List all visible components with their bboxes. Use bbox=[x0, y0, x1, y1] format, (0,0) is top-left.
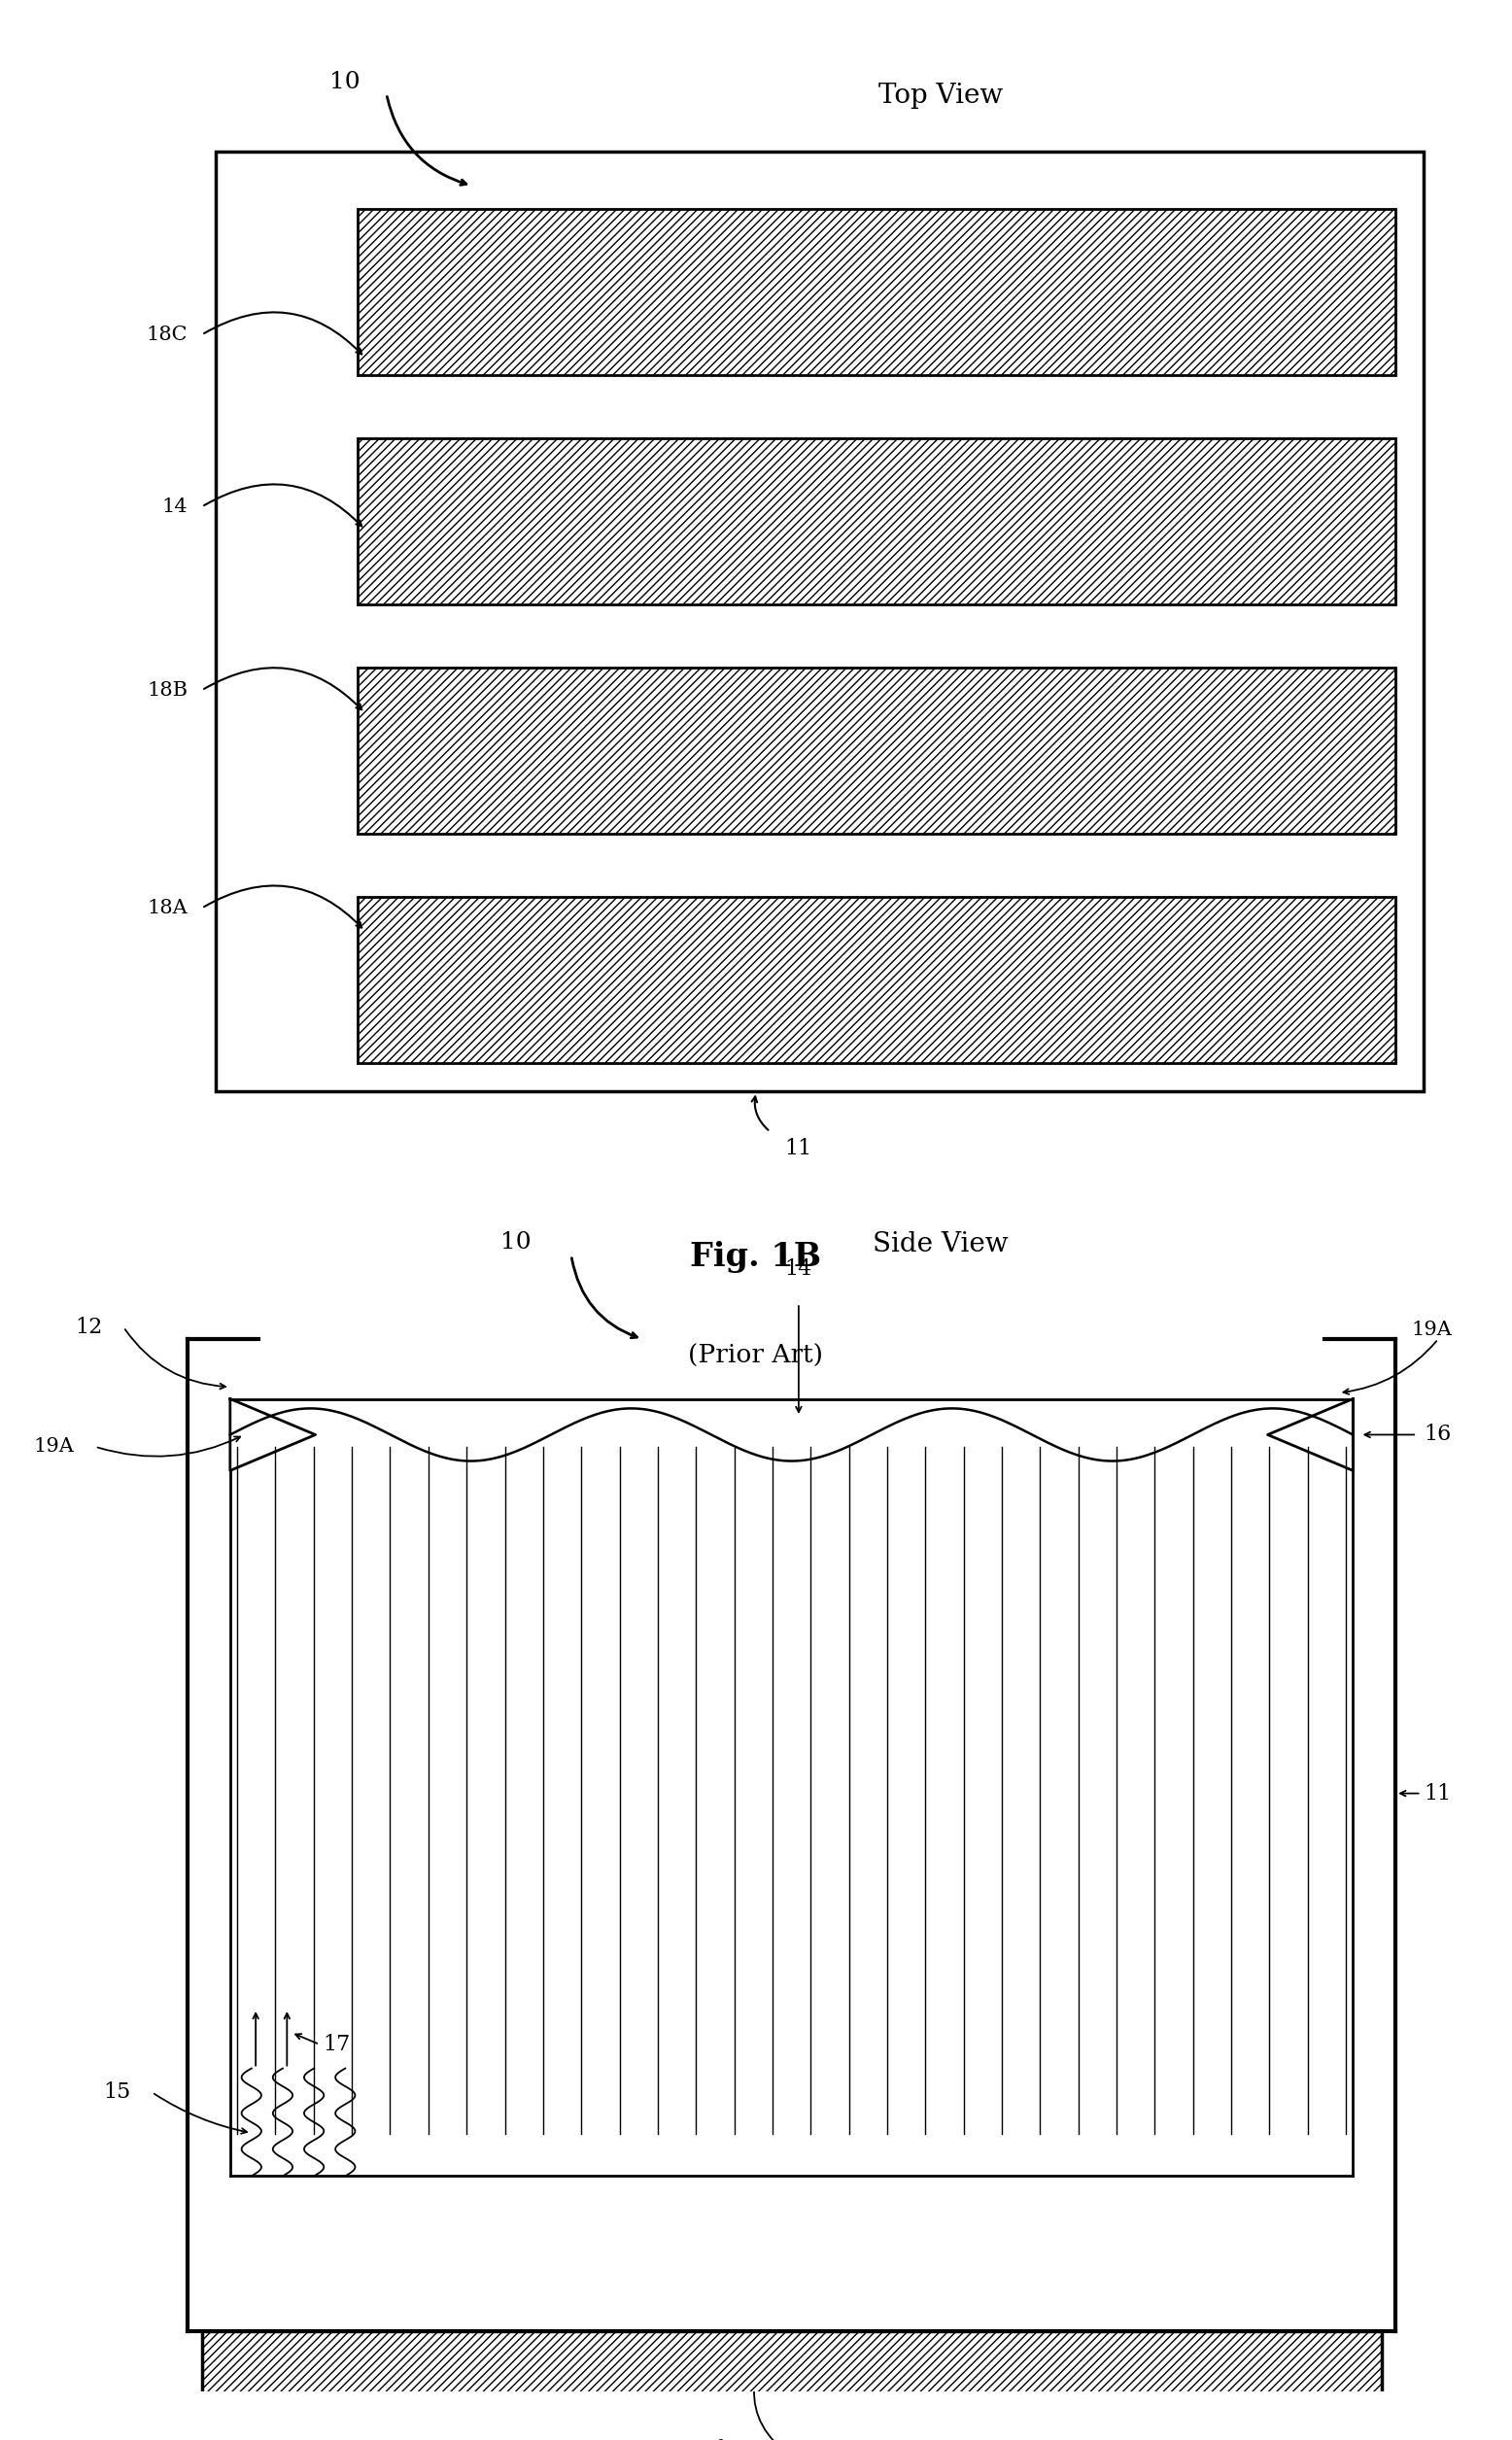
Text: 10: 10 bbox=[330, 71, 360, 93]
Bar bbox=[216, 151, 1424, 1091]
Text: Top View: Top View bbox=[878, 83, 1002, 110]
Text: 19A: 19A bbox=[33, 1437, 74, 1457]
Text: (Prior Art): (Prior Art) bbox=[688, 1344, 824, 1369]
Text: 14: 14 bbox=[162, 498, 187, 515]
Bar bbox=[358, 207, 1396, 376]
Text: 11: 11 bbox=[785, 1139, 812, 1159]
Text: 16: 16 bbox=[1424, 1425, 1452, 1444]
Text: 15: 15 bbox=[103, 2081, 130, 2103]
Text: 19A: 19A bbox=[1412, 1320, 1453, 1340]
Bar bbox=[358, 669, 1396, 834]
Text: 18B: 18B bbox=[147, 681, 187, 700]
Text: 17: 17 bbox=[322, 2035, 349, 2054]
Text: Fig. 1B: Fig. 1B bbox=[691, 1240, 821, 1274]
Text: 11: 11 bbox=[1424, 1784, 1452, 1803]
Bar bbox=[358, 898, 1396, 1064]
Polygon shape bbox=[230, 1398, 316, 1471]
Bar bbox=[201, 2333, 1382, 2416]
Text: 12: 12 bbox=[74, 1318, 103, 1337]
Bar bbox=[358, 437, 1396, 605]
Text: Side View: Side View bbox=[872, 1232, 1009, 1257]
Text: 14: 14 bbox=[785, 1259, 812, 1279]
Polygon shape bbox=[1267, 1398, 1353, 1471]
Text: 10: 10 bbox=[500, 1232, 531, 1254]
Text: 18A: 18A bbox=[147, 898, 187, 917]
Text: 18C: 18C bbox=[147, 325, 187, 344]
